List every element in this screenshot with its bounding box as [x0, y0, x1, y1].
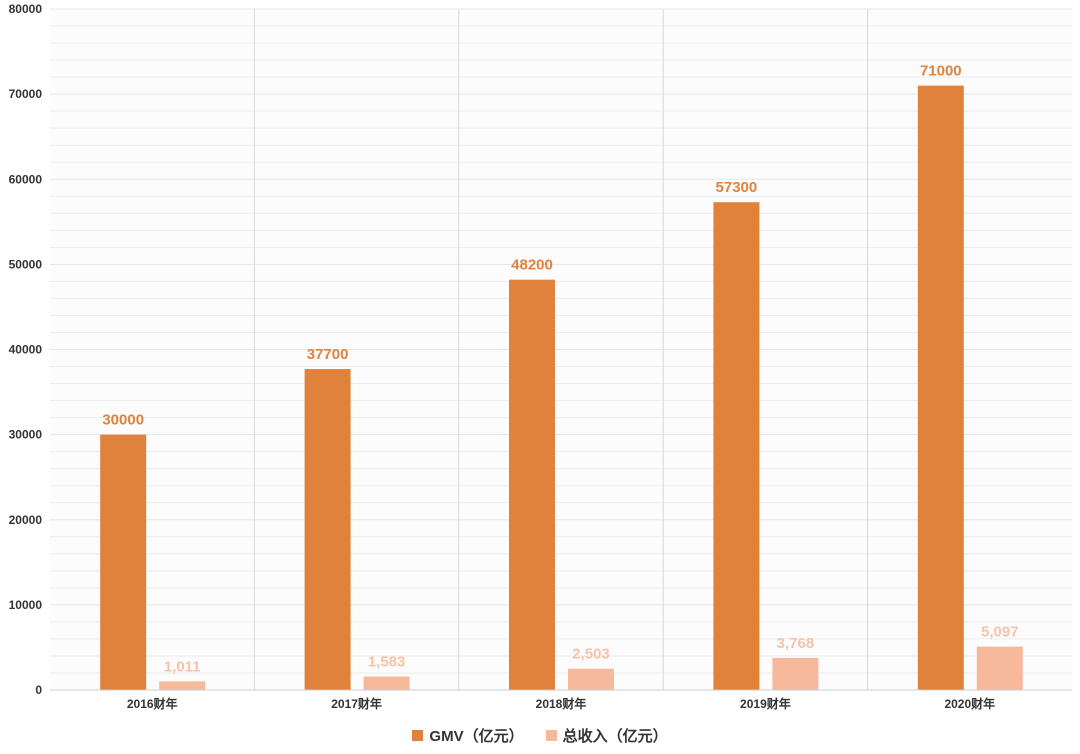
bar-gmv	[509, 279, 555, 690]
x-axis: 2016财年 2017财年 2018财年 2019财年 2020财年	[50, 689, 1072, 711]
y-tick-label: 50000	[9, 257, 43, 271]
data-label-revenue: 1,011	[164, 658, 201, 675]
data-label-revenue: 1,583	[368, 654, 406, 671]
x-tick-label: 2019财年	[740, 696, 791, 711]
data-label-gmv: 71000	[920, 63, 962, 80]
legend-item-gmv: GMV（亿元）	[412, 725, 524, 746]
legend-swatch-gmv	[412, 729, 424, 741]
x-tick-label: 2018财年	[536, 696, 587, 711]
legend-label-revenue: 总收入（亿元）	[562, 727, 668, 745]
data-label-gmv: 37700	[307, 346, 349, 363]
legend-swatch-revenue	[545, 729, 557, 741]
y-tick-label: 60000	[9, 172, 43, 186]
bar-gmv	[917, 85, 964, 691]
y-tick-label: 40000	[9, 343, 43, 357]
x-tick-label: 2020财年	[944, 696, 995, 711]
bar-revenue	[159, 681, 206, 690]
x-tick-label: 2016财年	[127, 696, 178, 711]
legend-item-revenue: 总收入（亿元）	[545, 725, 668, 746]
y-tick-label: 10000	[9, 598, 43, 612]
data-label-revenue: 2,503	[572, 646, 610, 663]
y-axis: 0 10000 20000 30000 40000 50000 60000 70000 8000…	[9, 2, 43, 697]
y-tick-label: 70000	[9, 87, 43, 101]
bar-gmv	[304, 369, 351, 690]
data-label-revenue: 3,768	[777, 635, 815, 652]
y-tick-label: 0	[35, 683, 42, 697]
y-tick-label: 20000	[9, 513, 43, 527]
data-label-revenue: 5,097	[981, 624, 1019, 641]
gridlines	[50, 8, 1072, 690]
bar-revenue	[363, 676, 410, 690]
data-label-gmv: 57300	[716, 179, 758, 196]
y-tick-label: 80000	[9, 2, 43, 16]
bar-revenue	[772, 657, 819, 690]
y-tick-label: 30000	[9, 428, 43, 442]
bar-gmv	[713, 202, 760, 690]
bar-revenue	[568, 668, 614, 690]
x-tick-label: 2017财年	[331, 696, 382, 711]
data-label-gmv: 30000	[102, 412, 144, 429]
data-label-gmv: 48200	[511, 257, 553, 274]
legend-label-gmv: GMV（亿元）	[429, 727, 524, 745]
bar-revenue	[976, 646, 1023, 690]
bar-gmv	[100, 434, 147, 690]
bars: 30000 37700 48200 57300 71000 1,011 1,583 2,503…	[100, 63, 1023, 691]
legend: GMV（亿元） 总收入（亿元）	[0, 724, 1080, 746]
